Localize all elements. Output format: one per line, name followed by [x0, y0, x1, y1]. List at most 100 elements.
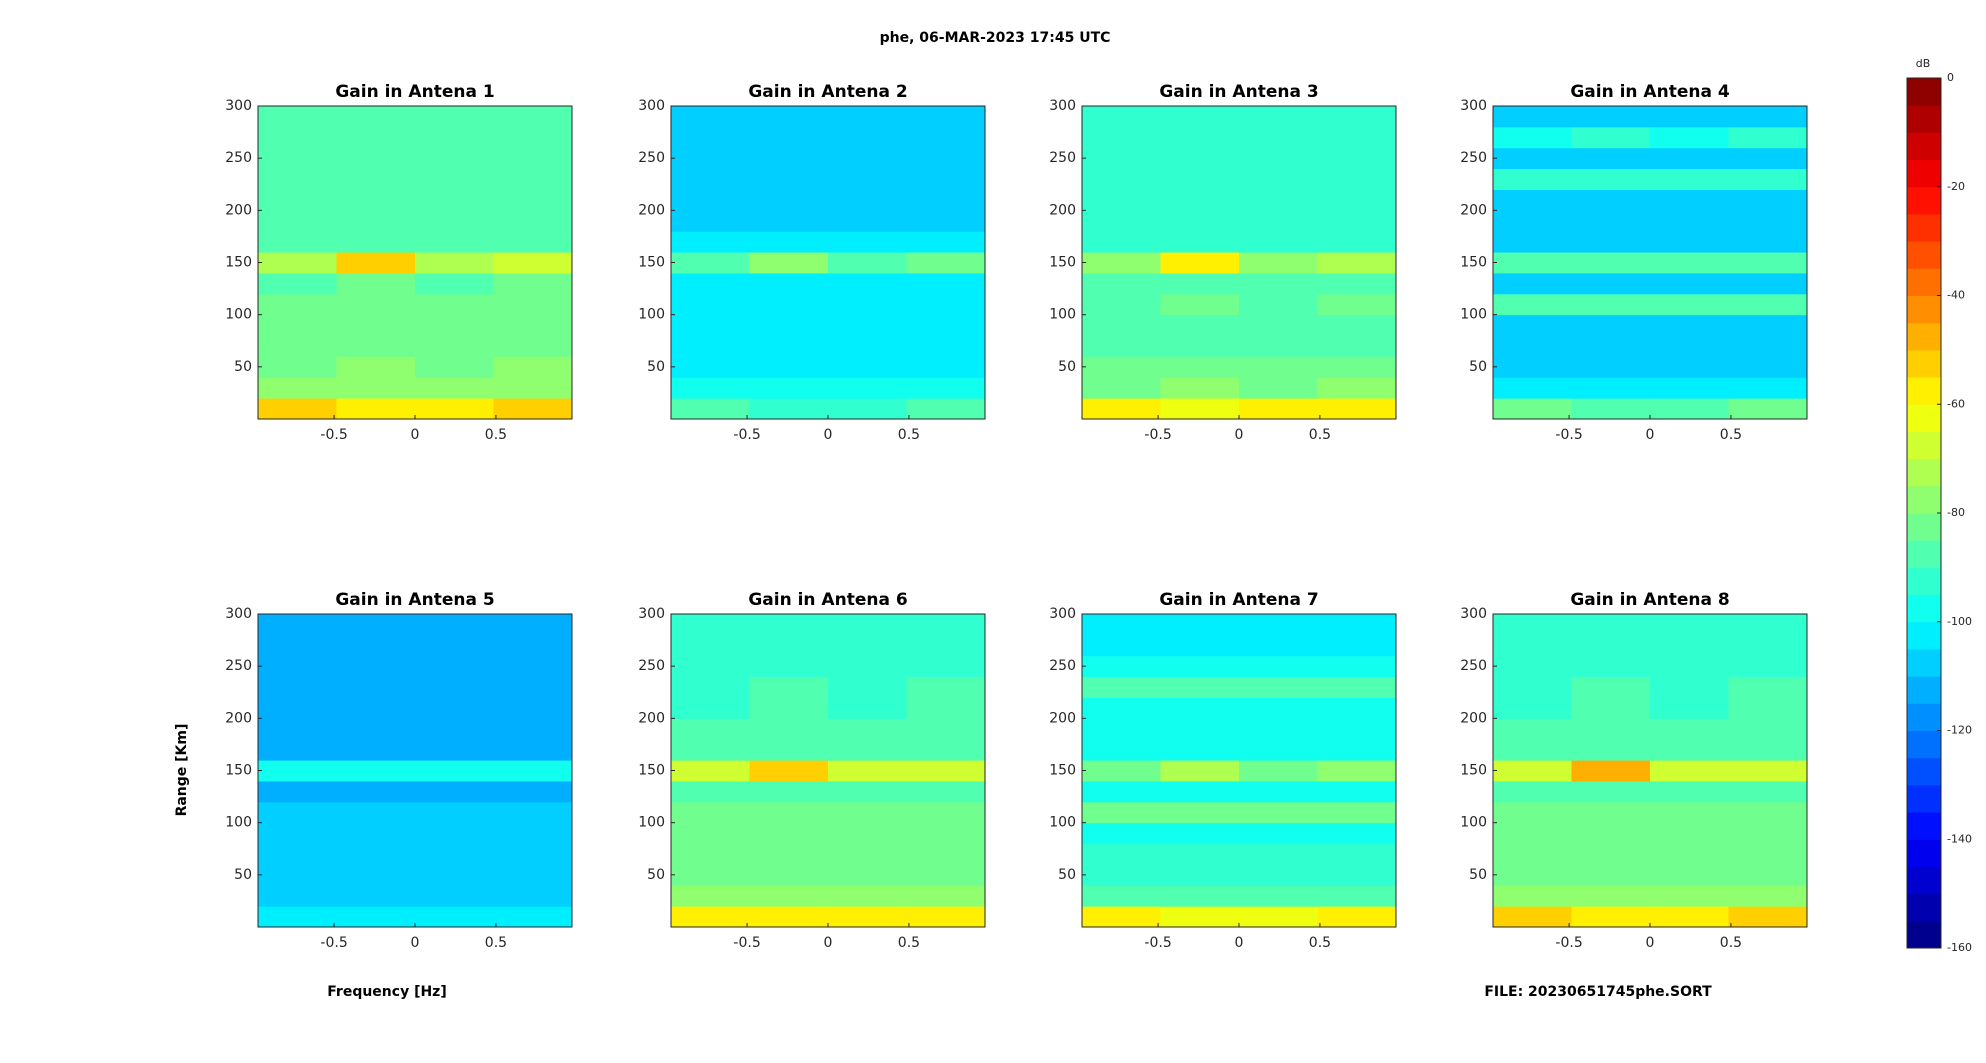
heatmap-cell [1317, 718, 1397, 740]
heatmap-cell [336, 231, 416, 253]
heatmap-cell [1571, 676, 1651, 698]
colorbar-segment [1907, 431, 1941, 460]
y-tick-label: 50 [1469, 867, 1487, 883]
y-tick-label: 50 [234, 867, 252, 883]
heatmap-cell [336, 168, 416, 190]
heatmap-cell [1082, 864, 1161, 886]
heatmap-cell [1239, 906, 1318, 928]
colorbar-tick-label: -100 [1947, 615, 1972, 628]
heatmap-cell [258, 822, 337, 845]
heatmap-cell [493, 126, 573, 149]
heatmap-cell [336, 634, 416, 657]
x-tick-label: 0.5 [1720, 935, 1742, 951]
y-tick-label: 50 [234, 359, 252, 375]
colorbar-segment [1907, 920, 1941, 949]
heatmap-cell [258, 676, 337, 698]
x-tick-label: 0.5 [485, 427, 507, 443]
y-tick-label: 150 [1460, 255, 1487, 271]
colorbar-segment [1907, 213, 1941, 242]
panel-title: Gain in Antena 5 [335, 590, 494, 610]
heatmap-cell [415, 356, 494, 378]
heatmap-cell [906, 676, 986, 698]
y-tick-label: 100 [638, 815, 665, 831]
heatmap-cell [415, 843, 494, 865]
heatmap-cell [415, 168, 494, 190]
heatmap-cell [828, 801, 907, 824]
heatmap-cell [1650, 822, 1729, 845]
heatmap-cell [1239, 697, 1318, 719]
heatmap-cell [415, 718, 494, 740]
heatmap-cell [1160, 864, 1240, 886]
heatmap-cell [749, 906, 829, 928]
heatmap-cell [1493, 739, 1572, 761]
heatmap-cell [1571, 398, 1651, 420]
heatmap-cell [1650, 843, 1729, 865]
heatmap-cell [1239, 126, 1318, 149]
y-tick-label: 100 [225, 307, 252, 323]
heatmap-cell [1650, 885, 1729, 907]
heatmap-cell [1239, 676, 1318, 698]
heatmap-cell [1571, 634, 1651, 657]
heatmap-cell [1728, 210, 1808, 232]
heatmap-cell [336, 906, 416, 928]
colorbar-segment [1907, 132, 1941, 161]
heatmap-cell [1317, 314, 1397, 337]
y-tick-label: 150 [225, 255, 252, 271]
heatmap-cell [1493, 614, 1572, 636]
heatmap-cell [671, 272, 750, 295]
heatmap-cell [1571, 189, 1651, 211]
heatmap-cell [493, 822, 573, 845]
heatmap-cell [1239, 718, 1318, 740]
panel-title: Gain in Antena 6 [748, 590, 907, 610]
heatmap-cell [1650, 697, 1729, 719]
heatmap-cell [493, 760, 573, 782]
colorbar-tick-label: -60 [1947, 397, 1965, 410]
heatmap-cell [828, 106, 907, 128]
colorbar-segment [1907, 567, 1941, 596]
heatmap-cell [1728, 676, 1808, 698]
heatmap-cell [749, 697, 829, 719]
y-tick-label: 250 [1049, 658, 1076, 674]
heatmap-cell [415, 634, 494, 657]
figure-title: phe, 06-MAR-2023 17:45 UTC [880, 30, 1111, 46]
heatmap-cell [906, 864, 986, 886]
heatmap-cell [749, 634, 829, 657]
heatmap-cell [258, 760, 337, 782]
heatmap-cell [493, 780, 573, 803]
heatmap-cell [906, 293, 986, 316]
heatmap-cell [671, 843, 750, 865]
heatmap-cell [415, 231, 494, 253]
heatmap-cell [749, 231, 829, 253]
heatmap-cell [1650, 126, 1729, 149]
heatmap-cell [336, 718, 416, 740]
heatmap-cell [671, 335, 750, 357]
heatmap-cell [1239, 760, 1318, 782]
y-tick-label: 300 [1460, 98, 1487, 114]
heatmap-cell [1728, 614, 1808, 636]
heatmap-cell [336, 739, 416, 761]
heatmap-cell [1317, 634, 1397, 657]
heatmap-cell [1728, 760, 1808, 782]
heatmap-cell [1160, 822, 1240, 845]
heatmap-cell [258, 739, 337, 761]
heatmap-cell [1082, 168, 1161, 190]
heatmap-cell [1493, 377, 1572, 399]
heatmap-cell [906, 843, 986, 865]
heatmap-cell [1650, 106, 1729, 128]
heatmap-cell [828, 697, 907, 719]
heatmap-cell [1728, 634, 1808, 657]
heatmap-cell [1082, 906, 1161, 928]
heatmap-cell [415, 189, 494, 211]
heatmap-cell [1160, 718, 1240, 740]
heatmap-cell [671, 147, 750, 170]
y-tick-label: 100 [1049, 815, 1076, 831]
y-tick-label: 50 [1469, 359, 1487, 375]
x-tick-label: 0.5 [1720, 427, 1742, 443]
heatmap-cell [906, 780, 986, 803]
heatmap-cell [1493, 356, 1572, 378]
heatmap-cell [1160, 697, 1240, 719]
heatmap-cell [1239, 864, 1318, 886]
x-tick-label: -0.5 [733, 427, 760, 443]
heatmap-cell [493, 231, 573, 253]
heatmap-cell [1493, 822, 1572, 845]
